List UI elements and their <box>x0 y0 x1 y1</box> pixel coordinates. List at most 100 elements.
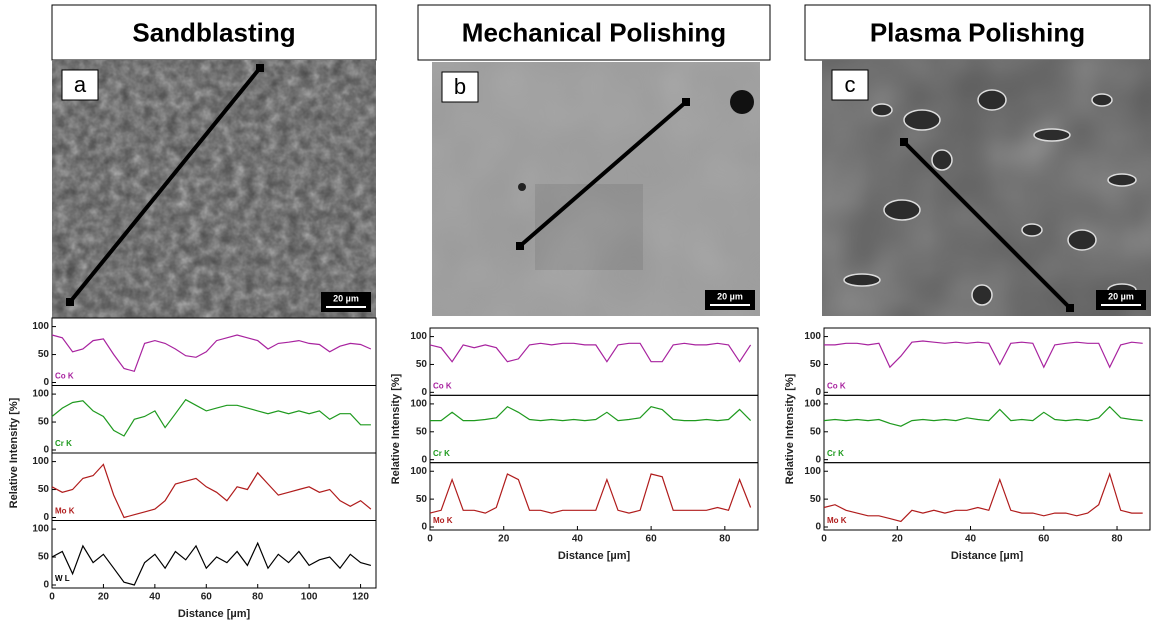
pore <box>972 285 992 305</box>
pore <box>978 90 1006 110</box>
x-tick-label: 40 <box>149 592 161 603</box>
micrograph-texture <box>52 60 376 318</box>
y-tick-label: 100 <box>32 321 49 332</box>
x-tick-label: 20 <box>892 534 904 545</box>
intensity-line <box>824 341 1143 367</box>
x-tick-label: 60 <box>646 534 658 545</box>
subplot-frame <box>430 463 758 530</box>
y-tick-label: 0 <box>43 445 49 456</box>
series-label: Cr K <box>433 449 450 458</box>
scan-end <box>66 298 74 306</box>
subplot-frame <box>52 521 376 589</box>
pore <box>884 200 920 220</box>
scan-end <box>1066 304 1074 312</box>
y-axis-label: Relative Intensity [%] <box>390 373 402 484</box>
panel-label: c <box>845 72 856 97</box>
x-tick-label: 80 <box>1111 534 1123 545</box>
subplot-frame <box>824 328 1150 395</box>
y-tick-label: 100 <box>410 466 427 477</box>
x-tick-label: 40 <box>965 534 977 545</box>
scan-end <box>682 98 690 106</box>
y-tick-label: 50 <box>38 417 50 428</box>
x-tick-label: 120 <box>352 592 369 603</box>
scale-label: 20 µm <box>333 293 359 303</box>
y-tick-label: 100 <box>804 466 821 477</box>
y-tick-label: 0 <box>43 580 49 591</box>
y-tick-label: 0 <box>421 522 427 533</box>
series-label: Co K <box>827 381 846 390</box>
pit <box>730 90 754 114</box>
y-tick-label: 0 <box>421 454 427 465</box>
y-tick-label: 0 <box>43 512 49 523</box>
y-axis-label: Relative Intensity [%] <box>784 373 796 484</box>
x-tick-label: 100 <box>301 592 318 603</box>
y-tick-label: 0 <box>815 522 821 533</box>
y-axis-label: Relative Intensity [%] <box>8 397 20 508</box>
panel-title: Plasma Polishing <box>870 17 1085 47</box>
pore <box>932 150 952 170</box>
x-axis-label: Distance [µm] <box>558 550 631 562</box>
panel-label: a <box>74 72 87 97</box>
subplot-frame <box>430 395 758 462</box>
pore <box>844 274 880 286</box>
x-tick-label: 20 <box>98 592 110 603</box>
pore <box>872 104 892 116</box>
y-tick-label: 50 <box>38 484 50 495</box>
intensity-line <box>52 543 371 585</box>
y-tick-label: 50 <box>810 426 822 437</box>
y-tick-label: 50 <box>416 359 428 370</box>
series-label: W L <box>55 574 70 583</box>
y-tick-label: 100 <box>32 524 49 535</box>
y-tick-label: 50 <box>416 426 428 437</box>
scan-end <box>516 242 524 250</box>
scan-end <box>256 64 264 72</box>
pore <box>904 110 940 130</box>
x-tick-label: 80 <box>719 534 731 545</box>
series-label: Cr K <box>55 439 72 448</box>
x-tick-label: 0 <box>821 534 827 545</box>
pore <box>1022 224 1042 236</box>
y-tick-label: 0 <box>421 387 427 398</box>
x-tick-label: 20 <box>498 534 510 545</box>
intensity-line <box>824 474 1143 521</box>
subplot-frame <box>824 395 1150 462</box>
y-tick-label: 0 <box>43 377 49 388</box>
pore <box>1108 174 1136 186</box>
subplot-frame <box>52 386 376 454</box>
intensity-line <box>52 335 371 371</box>
series-label: Mo K <box>827 516 847 525</box>
y-tick-label: 50 <box>38 552 50 563</box>
y-tick-label: 100 <box>410 331 427 342</box>
series-label: Co K <box>55 372 74 381</box>
x-tick-label: 60 <box>1038 534 1050 545</box>
x-tick-label: 40 <box>572 534 584 545</box>
intensity-line <box>52 400 371 436</box>
scale-label: 20 µm <box>1108 291 1134 301</box>
subplot-frame <box>52 318 376 386</box>
pore <box>1034 129 1070 141</box>
y-tick-label: 50 <box>810 359 822 370</box>
series-label: Mo K <box>55 507 75 516</box>
pore <box>1068 230 1096 250</box>
x-tick-label: 0 <box>427 534 433 545</box>
y-tick-label: 100 <box>410 399 427 410</box>
intensity-line <box>824 407 1143 427</box>
intensity-line <box>430 343 751 361</box>
subplot-frame <box>52 453 376 521</box>
scan-end <box>900 138 908 146</box>
y-tick-label: 100 <box>32 456 49 467</box>
x-tick-label: 80 <box>252 592 264 603</box>
pit <box>518 183 526 191</box>
y-tick-label: 50 <box>810 494 822 505</box>
series-label: Cr K <box>827 449 844 458</box>
x-axis-label: Distance [µm] <box>951 550 1024 562</box>
polished-area <box>535 184 643 270</box>
y-tick-label: 0 <box>815 454 821 465</box>
figure: Sandblasting a 20 µm 0 50 100 Co K 0 50 100 Cr K 0 5… <box>0 0 1151 626</box>
series-label: Mo K <box>433 516 453 525</box>
panel-title: Sandblasting <box>132 17 295 47</box>
intensity-line <box>430 407 751 421</box>
y-tick-label: 100 <box>804 331 821 342</box>
y-tick-label: 50 <box>38 349 50 360</box>
x-tick-label: 60 <box>201 592 213 603</box>
